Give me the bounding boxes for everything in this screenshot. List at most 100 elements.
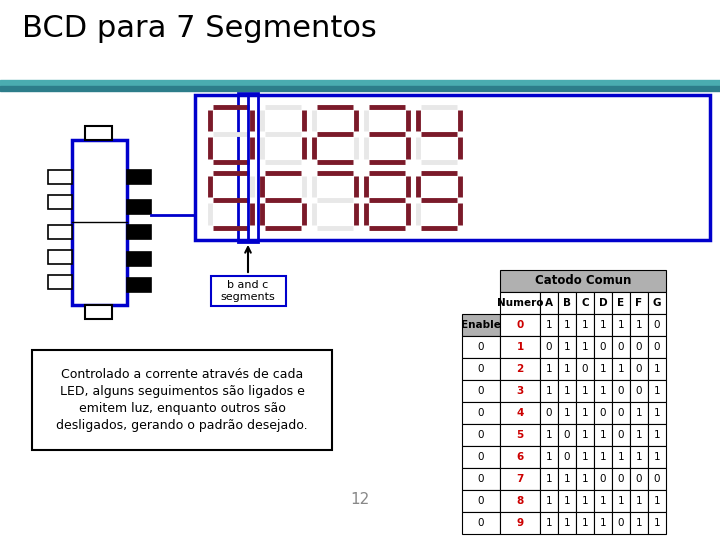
Bar — [594, 292, 612, 314]
Bar — [85, 126, 112, 140]
Bar — [576, 292, 594, 314]
Text: 6: 6 — [516, 452, 523, 462]
Text: C: C — [581, 298, 589, 308]
Text: 1: 1 — [600, 496, 606, 506]
Text: 0: 0 — [654, 320, 660, 330]
Bar — [558, 314, 576, 336]
Bar — [594, 468, 612, 490]
Text: 0: 0 — [618, 386, 624, 396]
Text: 7: 7 — [516, 474, 523, 484]
Text: 1: 1 — [654, 430, 660, 440]
Text: G: G — [653, 298, 661, 308]
Bar — [462, 314, 500, 336]
Bar — [630, 402, 648, 424]
Bar — [500, 358, 540, 380]
Text: BCD para 7 Segmentos: BCD para 7 Segmentos — [22, 14, 377, 43]
Bar — [612, 490, 630, 512]
Bar — [127, 200, 151, 214]
Bar — [462, 468, 500, 490]
Text: Enable: Enable — [461, 320, 501, 330]
Text: 1: 1 — [582, 496, 588, 506]
Bar — [558, 380, 576, 402]
Bar — [576, 468, 594, 490]
Bar — [594, 490, 612, 512]
Bar — [648, 380, 666, 402]
Bar — [48, 250, 72, 264]
Bar — [594, 402, 612, 424]
Text: 4: 4 — [516, 408, 523, 418]
Bar — [630, 424, 648, 446]
Bar — [594, 336, 612, 358]
Text: 0: 0 — [478, 474, 485, 484]
Bar — [462, 358, 500, 380]
Bar — [500, 270, 666, 292]
Text: 1: 1 — [564, 474, 570, 484]
Bar — [0, 80, 720, 86]
Bar — [558, 424, 576, 446]
Bar — [576, 490, 594, 512]
Text: 0: 0 — [654, 342, 660, 352]
Text: 0: 0 — [582, 364, 588, 374]
Text: 1: 1 — [636, 452, 642, 462]
Bar — [630, 314, 648, 336]
Bar — [48, 275, 72, 289]
Text: 0: 0 — [654, 474, 660, 484]
Text: E: E — [618, 298, 624, 308]
Text: 0: 0 — [516, 320, 523, 330]
Text: D: D — [599, 298, 607, 308]
Bar — [612, 358, 630, 380]
Text: 1: 1 — [654, 496, 660, 506]
Text: 1: 1 — [564, 408, 570, 418]
Text: 0: 0 — [478, 386, 485, 396]
Text: 0: 0 — [600, 408, 606, 418]
Text: 1: 1 — [636, 430, 642, 440]
Bar — [576, 380, 594, 402]
Bar — [576, 512, 594, 534]
Text: 1: 1 — [600, 430, 606, 440]
Bar — [540, 424, 558, 446]
Bar — [500, 512, 540, 534]
Bar — [462, 402, 500, 424]
Text: 1: 1 — [582, 342, 588, 352]
Text: 1: 1 — [582, 408, 588, 418]
Bar — [48, 195, 72, 209]
Bar — [558, 490, 576, 512]
Bar — [500, 336, 540, 358]
Bar — [500, 292, 540, 314]
Text: F: F — [636, 298, 642, 308]
Text: 1: 1 — [564, 386, 570, 396]
Bar — [612, 336, 630, 358]
Bar — [648, 468, 666, 490]
Bar — [648, 292, 666, 314]
Text: 1: 1 — [654, 408, 660, 418]
Text: 0: 0 — [618, 518, 624, 528]
Bar — [500, 490, 540, 512]
Bar — [540, 314, 558, 336]
Text: 2: 2 — [516, 364, 523, 374]
Bar — [630, 490, 648, 512]
Bar — [594, 512, 612, 534]
Bar — [648, 336, 666, 358]
Text: 1: 1 — [582, 518, 588, 528]
Text: 0: 0 — [478, 452, 485, 462]
Bar — [648, 512, 666, 534]
Text: 1: 1 — [636, 408, 642, 418]
Bar — [238, 93, 258, 242]
Text: 1: 1 — [636, 518, 642, 528]
Text: 1: 1 — [600, 452, 606, 462]
Bar — [648, 424, 666, 446]
Text: Controlado a corrente através de cada
LED, alguns seguimentos são ligados e
emit: Controlado a corrente através de cada LE… — [56, 368, 308, 432]
Text: 1: 1 — [582, 430, 588, 440]
Text: Catodo Comun: Catodo Comun — [535, 274, 631, 287]
Text: 1: 1 — [546, 364, 552, 374]
Bar — [462, 380, 500, 402]
Text: 0: 0 — [478, 342, 485, 352]
Bar — [48, 225, 72, 239]
Bar — [630, 292, 648, 314]
Bar — [500, 424, 540, 446]
Text: 1: 1 — [600, 518, 606, 528]
Bar — [72, 140, 127, 305]
Text: 1: 1 — [564, 320, 570, 330]
Text: 1: 1 — [654, 452, 660, 462]
Text: 1: 1 — [546, 320, 552, 330]
